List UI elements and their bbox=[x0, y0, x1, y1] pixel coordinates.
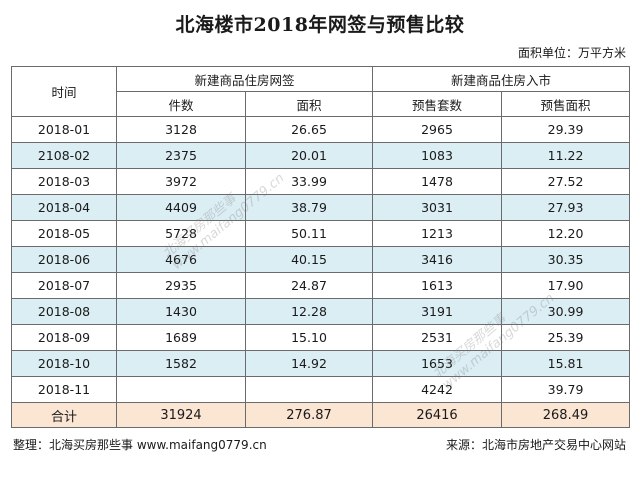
table-cell: 5728 bbox=[116, 220, 246, 247]
table-cell: 11.22 bbox=[501, 142, 631, 169]
column-header-count: 件数 bbox=[116, 91, 246, 117]
group-header-market-entry: 新建商品住房入市 bbox=[372, 66, 631, 92]
table-cell: 20.01 bbox=[244, 142, 374, 169]
table-cell: 26.65 bbox=[244, 116, 374, 143]
table-cell: 1213 bbox=[372, 220, 503, 247]
table-cell: 2531 bbox=[372, 324, 503, 351]
table-cell: 27.52 bbox=[501, 168, 631, 195]
table-cell: 15.10 bbox=[244, 324, 374, 351]
row-date-cell: 2018-04 bbox=[11, 194, 117, 221]
total-cell: 276.87 bbox=[244, 402, 374, 428]
table-cell: 33.99 bbox=[244, 168, 374, 195]
table-row: 2018-11 4242 39.79 bbox=[11, 376, 631, 403]
footer-compiler: 整理：北海买房那些事 www.maifang0779.cn bbox=[13, 438, 267, 452]
table-cell bbox=[244, 376, 374, 403]
table-cell: 12.28 bbox=[244, 298, 374, 325]
table-header-row-1: 时间 新建商品住房网签 新建商品住房入市 bbox=[11, 66, 631, 117]
table-row: 2018-10 1582 14.92 1653 15.81 bbox=[11, 350, 631, 377]
row-date-cell: 2018-11 bbox=[11, 376, 117, 403]
table-row: 2018-03 3972 33.99 1478 27.52 bbox=[11, 168, 631, 195]
table-cell: 15.81 bbox=[501, 350, 631, 377]
table-cell: 3128 bbox=[116, 116, 246, 143]
total-cell: 31924 bbox=[116, 402, 246, 428]
table-cell: 4676 bbox=[116, 246, 246, 273]
row-date-cell: 2018-05 bbox=[11, 220, 117, 247]
table-cell: 4242 bbox=[372, 376, 503, 403]
table-header-row-2: 件数 面积 预售套数 预售面积 bbox=[12, 91, 631, 117]
table-cell: 3416 bbox=[372, 246, 503, 273]
total-label: 合计 bbox=[11, 402, 117, 428]
time-header: 时间 bbox=[11, 66, 117, 117]
table-row: 2018-01 3128 26.65 2965 29.39 bbox=[11, 116, 631, 143]
table-cell: 50.11 bbox=[244, 220, 374, 247]
table-cell: 1613 bbox=[372, 272, 503, 299]
table-cell: 3972 bbox=[116, 168, 246, 195]
row-date-cell: 2018-10 bbox=[11, 350, 117, 377]
table-cell: 14.92 bbox=[244, 350, 374, 377]
table-row: 2018-07 2935 24.87 1613 17.90 bbox=[11, 272, 631, 299]
table-cell: 39.79 bbox=[501, 376, 631, 403]
table-cell: 27.93 bbox=[501, 194, 631, 221]
table-cell: 2375 bbox=[116, 142, 246, 169]
table-cell: 24.87 bbox=[244, 272, 374, 299]
table-cell: 38.79 bbox=[244, 194, 374, 221]
table-row: 2018-06 4676 40.15 3416 30.35 bbox=[11, 246, 631, 273]
row-date-cell: 2018-07 bbox=[11, 272, 117, 299]
total-cell: 268.49 bbox=[501, 402, 631, 428]
table-body: 2018-01 3128 26.65 2965 29.39 2108-02 2375 20.0… bbox=[11, 116, 631, 403]
table-cell: 1582 bbox=[116, 350, 246, 377]
table-cell: 2935 bbox=[116, 272, 246, 299]
table-row: 2108-02 2375 20.01 1083 11.22 bbox=[11, 142, 631, 169]
table-cell: 12.20 bbox=[501, 220, 631, 247]
table-cell: 1430 bbox=[116, 298, 246, 325]
column-header-presale-units: 预售套数 bbox=[372, 91, 503, 117]
table-cell: 1478 bbox=[372, 168, 503, 195]
group-header-online-signing: 新建商品住房网签 bbox=[115, 66, 374, 92]
table-cell: 30.99 bbox=[501, 298, 631, 325]
total-row: 合计 31924 276.87 26416 268.49 bbox=[11, 402, 631, 428]
unit-note: 面积单位：万平方米 bbox=[517, 46, 626, 60]
table-cell: 17.90 bbox=[501, 272, 631, 299]
table-cell: 40.15 bbox=[244, 246, 374, 273]
table-cell: 3031 bbox=[372, 194, 503, 221]
table-cell: 4409 bbox=[116, 194, 246, 221]
table-cell: 30.35 bbox=[501, 246, 631, 273]
table-cell: 1083 bbox=[372, 142, 503, 169]
table-cell: 1653 bbox=[372, 350, 503, 377]
total-cell: 26416 bbox=[372, 402, 503, 428]
table-cell: 3191 bbox=[372, 298, 503, 325]
row-date-cell: 2018-01 bbox=[11, 116, 117, 143]
table-cell: 29.39 bbox=[501, 116, 631, 143]
table-row: 2018-04 4409 38.79 3031 27.93 bbox=[11, 194, 631, 221]
table-row: 2018-08 1430 12.28 3191 30.99 bbox=[11, 298, 631, 325]
row-date-cell: 2018-09 bbox=[11, 324, 117, 351]
row-date-cell: 2108-02 bbox=[11, 142, 117, 169]
table-cell: 1689 bbox=[116, 324, 246, 351]
column-header-presale-area: 预售面积 bbox=[501, 91, 631, 117]
column-header-area: 面积 bbox=[244, 91, 374, 117]
table-cell bbox=[116, 376, 246, 403]
table-cell: 2965 bbox=[372, 116, 503, 143]
row-date-cell: 2018-06 bbox=[11, 246, 117, 273]
table-row: 2018-09 1689 15.10 2531 25.39 bbox=[11, 324, 631, 351]
row-date-cell: 2018-08 bbox=[11, 298, 117, 325]
data-table: 时间 新建商品住房网签 新建商品住房入市 件数 面积 预售套数 预售面积 201… bbox=[11, 66, 631, 428]
table-cell: 25.39 bbox=[501, 324, 631, 351]
page-title: 北海楼市2018年网签与预售比较 bbox=[175, 14, 465, 36]
footer-source: 来源：北海市房地产交易中心网站 bbox=[445, 438, 626, 452]
table-row: 2018-05 5728 50.11 1213 12.20 bbox=[11, 220, 631, 247]
row-date-cell: 2018-03 bbox=[11, 168, 117, 195]
